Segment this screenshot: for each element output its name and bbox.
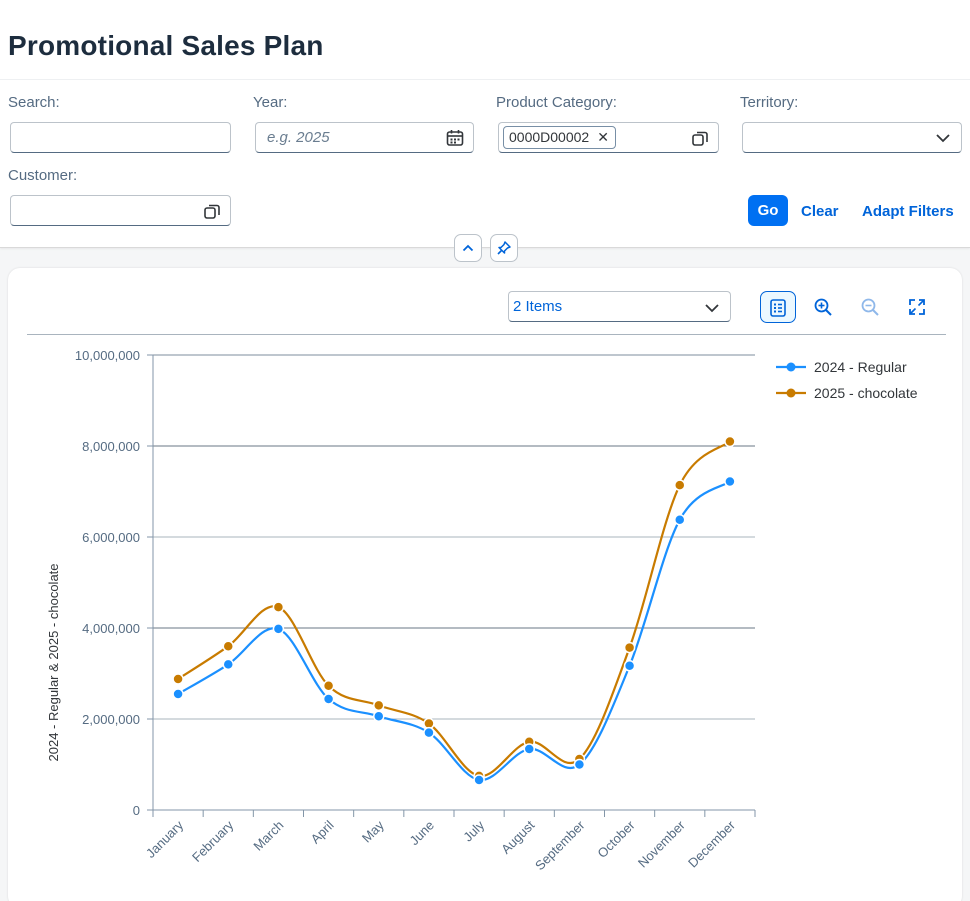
series-line — [177, 440, 731, 777]
x-tick-label: April — [308, 817, 337, 846]
legend-item[interactable]: 2025 - chocolate — [814, 385, 918, 401]
data-point[interactable] — [172, 673, 184, 685]
x-tick-label: June — [406, 818, 437, 849]
x-tick-label: August — [498, 817, 537, 856]
x-tick-label: December — [685, 817, 738, 870]
y-tick-label: 6,000,000 — [82, 530, 140, 545]
data-point[interactable] — [674, 513, 686, 526]
calendar-icon[interactable] — [445, 128, 465, 148]
y-tick-label: 8,000,000 — [82, 439, 140, 454]
data-point[interactable] — [623, 641, 636, 654]
legend-item[interactable]: 2024 - Regular — [814, 359, 907, 375]
customer-label: Customer: — [8, 167, 78, 184]
product-category-token[interactable]: 0000D00002 ✕ — [503, 126, 616, 149]
data-point[interactable] — [724, 475, 736, 488]
data-point[interactable] — [222, 640, 234, 652]
x-tick-label: July — [460, 817, 487, 844]
data-point[interactable] — [272, 623, 285, 635]
zoom-out-button[interactable] — [853, 291, 889, 323]
data-point[interactable] — [272, 601, 285, 613]
x-tick-label: September — [532, 817, 588, 873]
y-tick-label: 10,000,000 — [75, 348, 140, 363]
legend-icon — [770, 299, 786, 317]
x-tick-label: May — [359, 817, 387, 845]
y-tick-label: 2,000,000 — [82, 712, 140, 727]
y-axis-title: 2024 - Regular & 2025 - chocolate — [46, 563, 61, 761]
adapt-filters-button[interactable]: Adapt Filters — [862, 203, 954, 220]
x-tick-label: November — [635, 817, 688, 870]
customer-input[interactable] — [10, 195, 231, 226]
legend-marker — [786, 362, 796, 372]
filter-bar: Search: Year: e.g. 2025 Product Category… — [0, 80, 970, 248]
territory-select[interactable] — [742, 122, 962, 153]
data-point[interactable] — [473, 774, 485, 786]
data-point[interactable] — [623, 660, 636, 672]
data-point[interactable] — [423, 726, 435, 739]
chevron-down-icon[interactable] — [933, 128, 953, 148]
page-header: Promotional Sales Plan — [0, 0, 970, 80]
x-tick-label: March — [250, 818, 286, 854]
line-chart[interactable]: 0 2,000,000 4,000,000 6,000,000 8,000,000 10,… — [0, 340, 970, 901]
search-input[interactable] — [10, 122, 231, 153]
year-placeholder: e.g. 2025 — [267, 129, 330, 146]
data-point[interactable] — [573, 758, 586, 771]
data-point[interactable] — [322, 693, 335, 705]
legend-marker — [786, 388, 796, 398]
year-label: Year: — [253, 94, 288, 111]
data-point[interactable] — [222, 658, 234, 671]
series-line — [177, 480, 731, 782]
chart-card — [8, 268, 962, 901]
y-tick-label: 0 — [133, 803, 140, 818]
data-point[interactable] — [523, 743, 535, 755]
year-input[interactable]: e.g. 2025 — [255, 122, 474, 153]
zoom-in-icon — [814, 298, 832, 316]
data-point[interactable] — [172, 688, 184, 700]
legend-toggle-button[interactable] — [760, 291, 796, 323]
x-tick-label: October — [594, 817, 638, 861]
pin-icon — [497, 241, 511, 255]
remove-token-icon[interactable]: ✕ — [597, 129, 609, 145]
go-button[interactable]: Go — [748, 195, 788, 226]
items-select[interactable]: 2 Items — [508, 291, 731, 322]
value-help-icon[interactable] — [202, 201, 222, 221]
token-text: 0000D00002 — [509, 129, 590, 145]
territory-label: Territory: — [740, 94, 799, 111]
pin-header-button[interactable] — [490, 234, 518, 262]
y-tick-label: 4,000,000 — [82, 621, 140, 636]
value-help-icon[interactable] — [690, 128, 710, 148]
page-title: Promotional Sales Plan — [8, 30, 324, 61]
product-category-label: Product Category: — [496, 94, 617, 111]
clear-button[interactable]: Clear — [801, 203, 839, 220]
zoom-in-button[interactable] — [806, 291, 842, 323]
data-point[interactable] — [373, 699, 385, 712]
fullscreen-icon — [909, 299, 925, 315]
data-point[interactable] — [373, 710, 385, 723]
collapse-header-button[interactable] — [454, 234, 482, 262]
zoom-out-icon — [861, 298, 879, 316]
fullscreen-button[interactable] — [900, 291, 936, 323]
x-tick-label: January — [143, 817, 187, 861]
chevron-up-icon — [462, 244, 474, 252]
search-label: Search: — [8, 94, 60, 111]
data-point[interactable] — [322, 680, 335, 692]
items-select-value: 2 Items — [513, 298, 563, 315]
data-point[interactable] — [674, 479, 686, 491]
product-category-input[interactable]: 0000D00002 ✕ — [498, 122, 719, 153]
chevron-down-icon — [705, 304, 719, 313]
x-tick-label: February — [189, 817, 237, 865]
toolbar-divider — [27, 334, 946, 335]
data-point[interactable] — [724, 435, 736, 448]
